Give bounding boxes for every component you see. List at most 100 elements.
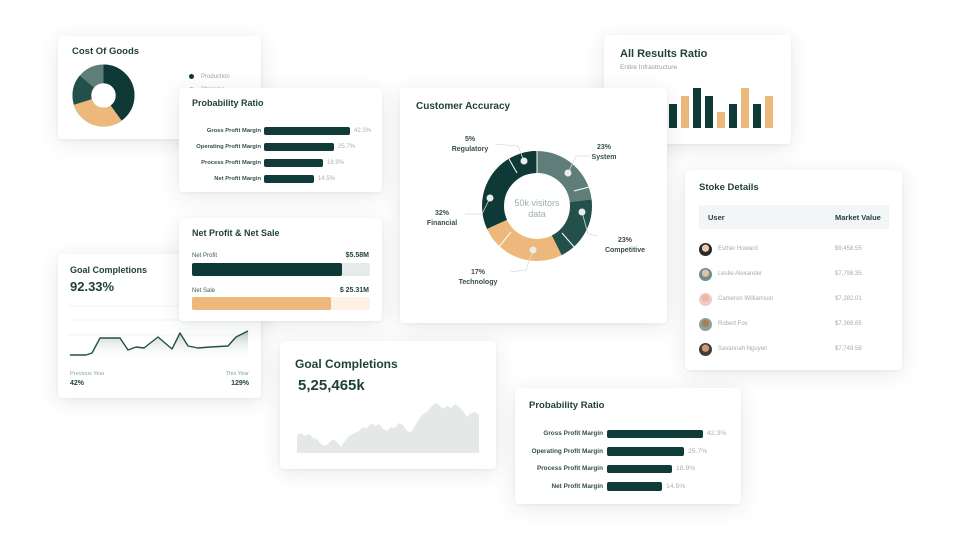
segment-label-financial: 32% Financial <box>422 209 462 229</box>
center-line-2: data <box>528 209 546 219</box>
market-value: $7,369.65 <box>835 321 862 327</box>
bar-value: 25.7% <box>688 447 708 455</box>
table-row[interactable]: Leslie Alexander $7,798.35 <box>699 266 889 282</box>
cost-of-goods-donut <box>72 64 135 127</box>
bar-row: Process Profit Margin 18.9% <box>523 460 726 478</box>
user-name: Robert Fox <box>718 321 748 327</box>
goal-completions-card-large: Goal Completions 5,25,465k <box>280 341 496 469</box>
bar-label: Process Profit Margin <box>201 160 261 166</box>
net-sale-bar <box>192 297 331 310</box>
previous-year-label: Previous Year <box>70 371 105 377</box>
table-row[interactable]: Cameron Williamson $7,282.01 <box>699 291 889 307</box>
segment-pct: 23% <box>617 237 632 244</box>
net-profit-track <box>192 263 370 276</box>
card-title: All Results Ratio <box>620 48 708 60</box>
segment-pct: 32% <box>434 210 449 217</box>
bar-label: Net Profit Margin <box>214 176 261 182</box>
bar <box>607 447 684 456</box>
probability-ratio-card-large: Probability Ratio Gross Profit Margin 42… <box>515 388 741 504</box>
bar <box>705 96 713 128</box>
bar <box>264 127 350 135</box>
this-year-value: 129% <box>231 380 249 387</box>
bar-row: Gross Profit Margin 42.3% <box>523 425 726 443</box>
card-title: Stoke Details <box>699 182 759 193</box>
net-sale-track <box>192 297 370 310</box>
bar <box>264 143 334 151</box>
avatar <box>699 292 712 306</box>
goal-area-chart <box>297 403 479 453</box>
card-title: Net Profit & Net Sale <box>192 228 280 238</box>
goal-percentage: 92.33% <box>70 279 115 294</box>
segment-pct: 23% <box>596 144 611 151</box>
avatar <box>699 342 712 356</box>
column-header-user: User <box>708 212 725 222</box>
bar-label: Gross Profit Margin <box>543 430 603 438</box>
segment-label-technology: 17% Technology <box>454 268 502 288</box>
legend-label: Production <box>201 73 230 80</box>
center-line-1: 50k visitors <box>514 198 560 208</box>
bar-label: Operating Profit Margin <box>531 447 603 455</box>
bar-value: 25.7% <box>338 144 356 150</box>
bar <box>669 104 677 128</box>
goal-completions-card-small: Goal Completions 92.33% Previous Year 42… <box>58 254 261 398</box>
bar-value: 42.3% <box>707 430 727 438</box>
net-profit-value: $5.58M <box>345 252 369 259</box>
net-profit-bar <box>192 263 342 276</box>
column-header-market-value: Market Value <box>835 212 881 222</box>
bar-value: 18.9% <box>676 465 696 473</box>
bar-row: Net Profit Margin 14.5% <box>523 478 726 496</box>
table-row[interactable]: Esther Howard $9,458.55 <box>699 241 889 257</box>
avatar <box>699 242 712 256</box>
net-sale-label: Net Sale <box>192 288 216 294</box>
net-profit-label: Net Profit <box>192 253 218 259</box>
net-sale-value: $ 25.31M <box>339 287 369 294</box>
card-title: Goal Completions <box>70 265 148 275</box>
user-name: Esther Howard <box>718 246 758 252</box>
card-title: Customer Accuracy <box>416 101 511 112</box>
bar-list: Gross Profit Margin 42.3% Operating Prof… <box>189 123 371 187</box>
bar <box>264 159 323 167</box>
segment-pct: 17% <box>470 269 485 276</box>
bar <box>717 112 725 128</box>
segment-name: Competitive <box>604 247 646 254</box>
bar <box>741 88 749 128</box>
results-bar-chart <box>669 88 773 128</box>
customer-accuracy-donut <box>465 143 599 273</box>
bar-row: Process Profit Margin 18.9% <box>189 155 371 171</box>
bar-label: Gross Profit Margin <box>206 128 261 134</box>
bar <box>607 482 662 491</box>
stoke-details-card: Stoke Details User Market Value Esther H… <box>685 170 902 370</box>
segment-name: Regulatory <box>451 146 489 153</box>
market-value: $7,749.58 <box>835 346 862 352</box>
bar <box>729 104 737 128</box>
bar-label: Net Profit Margin <box>551 482 603 490</box>
segment-name: System <box>591 154 617 161</box>
segment-pct: 5% <box>464 136 476 143</box>
avatar <box>699 317 712 331</box>
bar-list: Gross Profit Margin 42.3% Operating Prof… <box>523 425 726 495</box>
legend-dot-icon <box>189 74 194 79</box>
table-row[interactable]: Savannah Nguyen $7,749.58 <box>699 341 889 357</box>
bar <box>264 175 314 183</box>
segment-label-system: 23% System <box>586 143 622 163</box>
card-title: Goal Completions <box>295 357 398 371</box>
segment-label-competitive: 23% Competitive <box>598 236 652 256</box>
user-name: Savannah Nguyen <box>718 346 768 352</box>
bar-row: Operating Profit Margin 25.7% <box>523 443 726 461</box>
bar <box>681 96 689 128</box>
market-value: $9,458.55 <box>835 246 862 252</box>
bar <box>693 88 701 128</box>
user-name: Cameron Williamson <box>718 296 774 302</box>
goal-line-chart <box>68 305 250 360</box>
donut-center-label: 50k visitors data <box>500 198 574 220</box>
segment-name: Financial <box>426 220 458 227</box>
card-subtitle: Entire Infrastructure <box>620 64 678 71</box>
segment-name: Technology <box>458 279 498 286</box>
card-title: Probability Ratio <box>529 400 605 411</box>
bar-row: Gross Profit Margin 42.3% <box>189 123 371 139</box>
probability-ratio-card-small: Probability Ratio Gross Profit Margin 42… <box>179 88 382 192</box>
legend-item-production: Production <box>189 70 230 83</box>
table-header: User Market Value <box>699 205 889 229</box>
bar-value: 18.9% <box>327 160 345 166</box>
table-row[interactable]: Robert Fox $7,369.65 <box>699 316 889 332</box>
